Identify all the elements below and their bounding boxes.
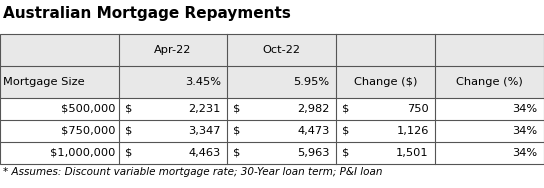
Text: 4,463: 4,463 — [189, 148, 221, 158]
Text: 34%: 34% — [512, 148, 537, 158]
Text: 34%: 34% — [512, 104, 537, 114]
Text: $: $ — [233, 104, 241, 114]
Text: $: $ — [233, 148, 241, 158]
Text: 3,347: 3,347 — [188, 126, 221, 136]
Text: $: $ — [342, 148, 350, 158]
Text: $: $ — [342, 104, 350, 114]
Text: Apr-22: Apr-22 — [154, 45, 191, 55]
Text: $: $ — [125, 148, 132, 158]
Text: Change (%): Change (%) — [456, 77, 523, 87]
Text: $500,000: $500,000 — [61, 104, 115, 114]
Text: 4,473: 4,473 — [297, 126, 330, 136]
Text: Mortgage Size: Mortgage Size — [3, 77, 85, 87]
Text: $: $ — [233, 126, 241, 136]
Text: 3.45%: 3.45% — [185, 77, 221, 87]
Text: Oct-22: Oct-22 — [263, 45, 301, 55]
Text: $1,000,000: $1,000,000 — [50, 148, 115, 158]
Text: $: $ — [342, 126, 350, 136]
Text: 1,501: 1,501 — [396, 148, 429, 158]
Text: $: $ — [125, 104, 132, 114]
Text: * Assumes: Discount variable mortgage rate; 30-Year loan term; P&I loan: * Assumes: Discount variable mortgage ra… — [3, 167, 382, 177]
Text: $: $ — [125, 126, 132, 136]
Text: 34%: 34% — [512, 126, 537, 136]
Text: Australian Mortgage Repayments: Australian Mortgage Repayments — [3, 6, 290, 21]
Text: 2,982: 2,982 — [297, 104, 330, 114]
Text: 5,963: 5,963 — [297, 148, 330, 158]
Text: $750,000: $750,000 — [61, 126, 115, 136]
Text: 1,126: 1,126 — [396, 126, 429, 136]
Text: 750: 750 — [407, 104, 429, 114]
Text: 5.95%: 5.95% — [294, 77, 330, 87]
Text: Change ($): Change ($) — [354, 77, 417, 87]
Text: 2,231: 2,231 — [188, 104, 221, 114]
